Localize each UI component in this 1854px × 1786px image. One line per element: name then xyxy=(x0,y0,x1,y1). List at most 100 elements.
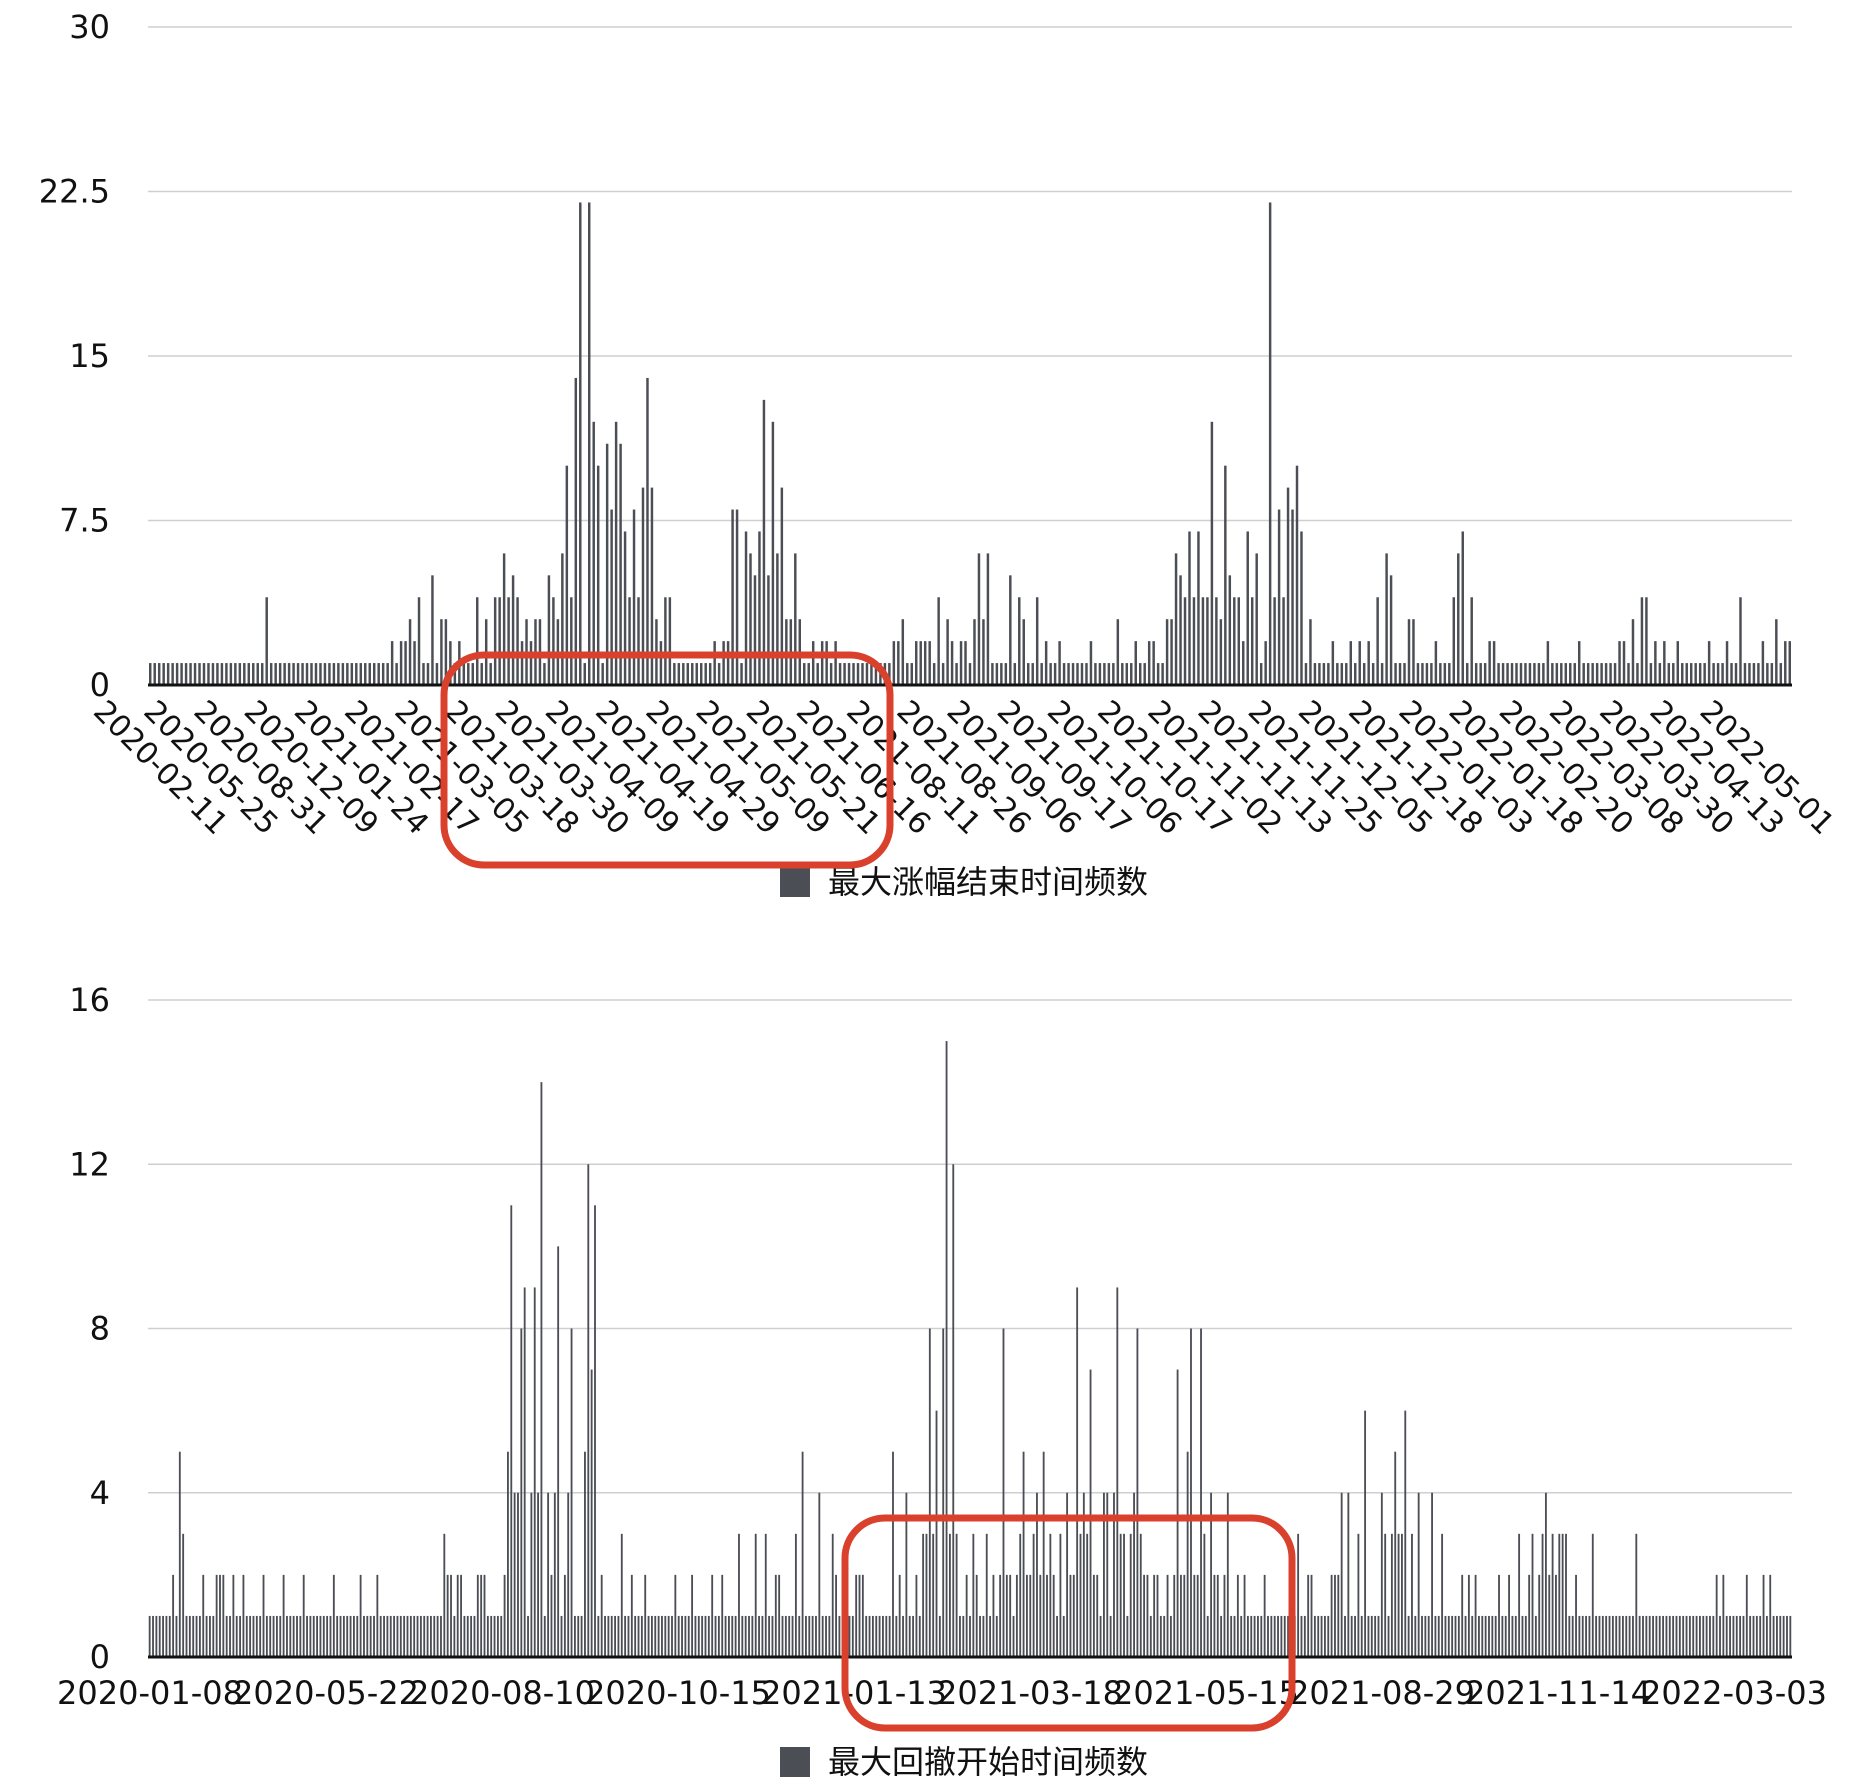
bar xyxy=(1374,1615,1377,1657)
bar xyxy=(1759,1615,1762,1657)
bar xyxy=(1734,663,1738,685)
bar xyxy=(328,663,331,685)
bar xyxy=(198,1615,201,1657)
bar xyxy=(1655,1615,1658,1657)
bar xyxy=(1313,1615,1316,1657)
bar xyxy=(1479,663,1482,685)
bar xyxy=(906,663,909,685)
bar xyxy=(808,1615,811,1657)
bar xyxy=(1725,641,1729,685)
bar xyxy=(1498,1574,1500,1657)
bar xyxy=(265,597,268,685)
bar xyxy=(584,1451,586,1657)
bar xyxy=(496,1615,499,1657)
bar xyxy=(1769,1574,1772,1657)
bar xyxy=(1260,1615,1263,1657)
bar xyxy=(1174,553,1178,685)
bar xyxy=(902,1615,904,1657)
bar xyxy=(529,641,533,685)
bar xyxy=(449,641,452,685)
bar xyxy=(560,1615,563,1657)
bar xyxy=(1542,663,1545,685)
bar xyxy=(968,663,972,685)
bar xyxy=(329,1615,332,1657)
y-tick-label: 15 xyxy=(69,337,110,375)
bar xyxy=(751,1615,754,1657)
bar xyxy=(848,1615,851,1657)
bar xyxy=(368,663,371,685)
bar xyxy=(1300,531,1303,685)
bar xyxy=(932,1533,935,1657)
bar xyxy=(393,1615,396,1657)
bar xyxy=(597,1615,600,1657)
bar xyxy=(282,1574,285,1657)
bar xyxy=(256,663,259,685)
bar xyxy=(1519,663,1523,685)
bar xyxy=(704,663,707,685)
bar xyxy=(1310,1574,1313,1657)
bar xyxy=(1398,663,1402,685)
bar xyxy=(875,1615,878,1657)
bar xyxy=(691,1574,694,1657)
bar xyxy=(1071,663,1075,685)
legend: 最大涨幅结束时间频数 xyxy=(780,863,1148,901)
bar xyxy=(1267,1615,1269,1657)
bar xyxy=(1237,597,1241,685)
bar xyxy=(1544,1492,1547,1657)
bar xyxy=(337,663,340,685)
bar xyxy=(1246,1615,1249,1657)
bar xyxy=(409,1615,412,1657)
bar xyxy=(435,663,439,685)
bar xyxy=(211,663,215,685)
bar xyxy=(748,1615,750,1657)
x-tick-label: 2020-10-15 xyxy=(585,1674,771,1712)
bar xyxy=(507,597,510,685)
bar xyxy=(326,1615,329,1657)
bar xyxy=(275,1615,278,1657)
bar xyxy=(444,619,448,685)
bar xyxy=(1504,1615,1507,1657)
bar xyxy=(381,663,385,685)
bar xyxy=(1052,1574,1055,1657)
bar xyxy=(1528,1574,1531,1657)
bar xyxy=(1228,575,1232,685)
bar xyxy=(1474,1574,1477,1657)
bar xyxy=(296,1615,298,1657)
bar xyxy=(185,1615,188,1657)
y-tick-label: 8 xyxy=(90,1310,110,1348)
bar xyxy=(386,1615,389,1657)
bar xyxy=(262,1574,265,1657)
bar xyxy=(728,1615,730,1657)
bar xyxy=(721,1574,724,1657)
bar xyxy=(1434,641,1438,685)
bar xyxy=(1210,421,1214,685)
bar xyxy=(1147,641,1151,685)
bar xyxy=(1564,663,1568,685)
bar xyxy=(1755,1615,1758,1657)
bar xyxy=(1067,663,1070,685)
bar xyxy=(801,1451,804,1657)
bar xyxy=(1491,1615,1494,1657)
bar xyxy=(1416,663,1420,685)
bar xyxy=(838,1615,841,1657)
bar xyxy=(355,663,358,685)
bar xyxy=(312,1615,315,1657)
bar xyxy=(1511,1615,1514,1657)
bar xyxy=(671,1615,673,1657)
bar xyxy=(1022,619,1025,685)
bar xyxy=(1387,1615,1390,1657)
bar xyxy=(1032,1533,1035,1657)
bar xyxy=(232,1574,235,1657)
bar xyxy=(229,663,233,685)
bar xyxy=(1722,1574,1725,1657)
bar xyxy=(1448,663,1451,685)
bar xyxy=(306,1615,308,1657)
bar xyxy=(1425,663,1429,685)
bar xyxy=(684,1615,687,1657)
bar xyxy=(1761,641,1765,685)
bar xyxy=(178,1451,181,1657)
bar xyxy=(771,421,775,685)
bar xyxy=(1344,1615,1346,1657)
bar xyxy=(1397,1533,1400,1657)
bar xyxy=(865,663,869,685)
